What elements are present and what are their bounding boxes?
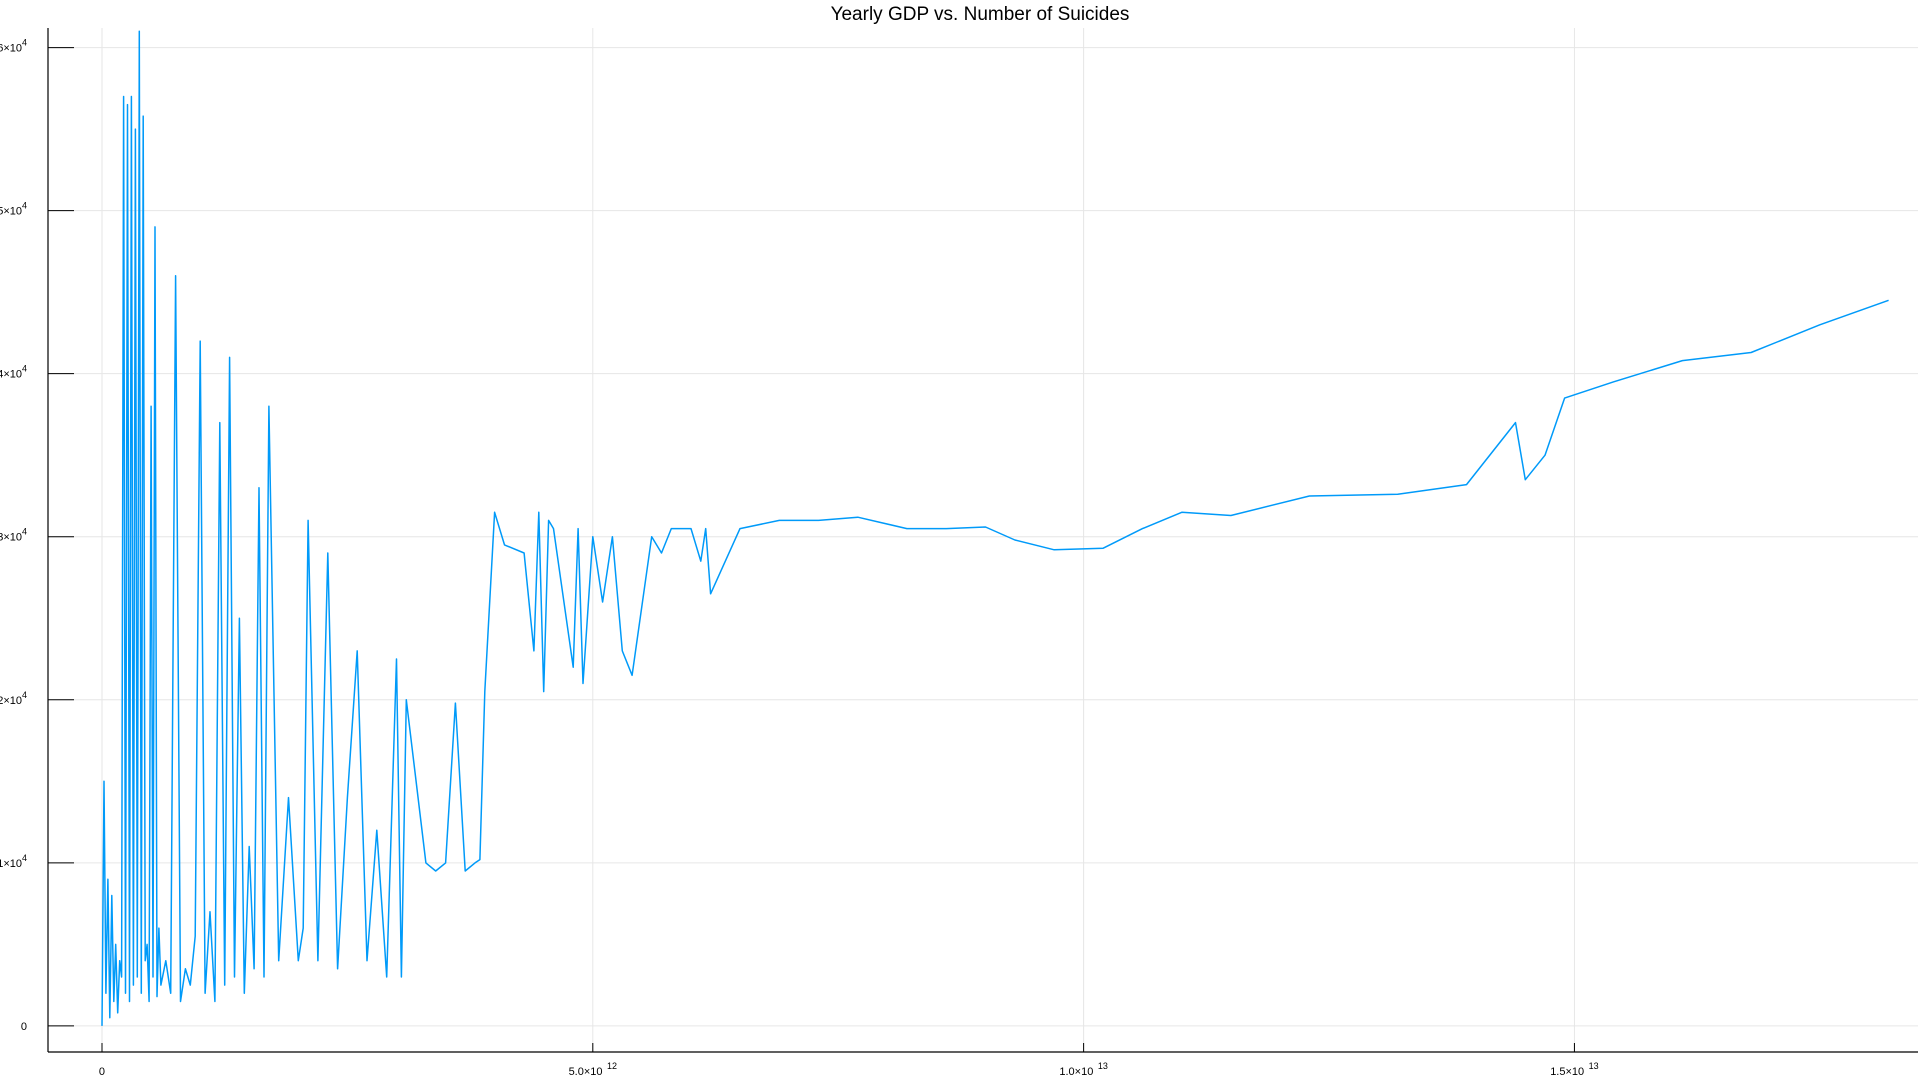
y-tick-label: 5×104 xyxy=(0,201,27,218)
y-tick-exponent: 4 xyxy=(22,38,27,48)
y-tick-exponent: 4 xyxy=(22,364,27,374)
x-tick-label: 1.5×10 13 xyxy=(1550,1061,1598,1078)
y-tick-exponent: 4 xyxy=(22,201,27,211)
chart-title: Yearly GDP vs. Number of Suicides xyxy=(831,4,1130,25)
y-tick-label: 0 xyxy=(21,1021,27,1033)
y-tick-label: 2×104 xyxy=(0,690,27,707)
y-ticks: 0 1×104 2×104 3×104 4×104 5×104 6×104 xyxy=(0,38,74,1033)
series-line-y1 xyxy=(101,30,1889,1026)
x-ticks: 0 5.0×10 12 1.0×10 13 1.5×10 13 xyxy=(99,1043,1599,1078)
x-tick-label: 5.0×10 12 xyxy=(569,1061,617,1078)
y-tick-exponent: 4 xyxy=(22,527,27,537)
x-tick-exponent: 13 xyxy=(1093,1061,1108,1071)
series xyxy=(101,30,1889,1026)
y-tick-exponent: 4 xyxy=(22,690,27,700)
y-tick-label: 1×104 xyxy=(0,853,27,870)
y-tick-label: 4×104 xyxy=(0,364,27,381)
x-tick-label: 1.0×10 13 xyxy=(1059,1061,1107,1078)
y-tick-label: 3×104 xyxy=(0,527,27,544)
y-tick-label: 6×104 xyxy=(0,38,27,55)
y-tick-exponent: 4 xyxy=(22,853,27,863)
axes xyxy=(47,28,1918,1053)
x-tick-exponent: 13 xyxy=(1584,1061,1599,1071)
x-tick-label: 0 xyxy=(99,1066,105,1078)
x-tick-exponent: 12 xyxy=(603,1061,618,1071)
grid xyxy=(48,28,1918,1052)
